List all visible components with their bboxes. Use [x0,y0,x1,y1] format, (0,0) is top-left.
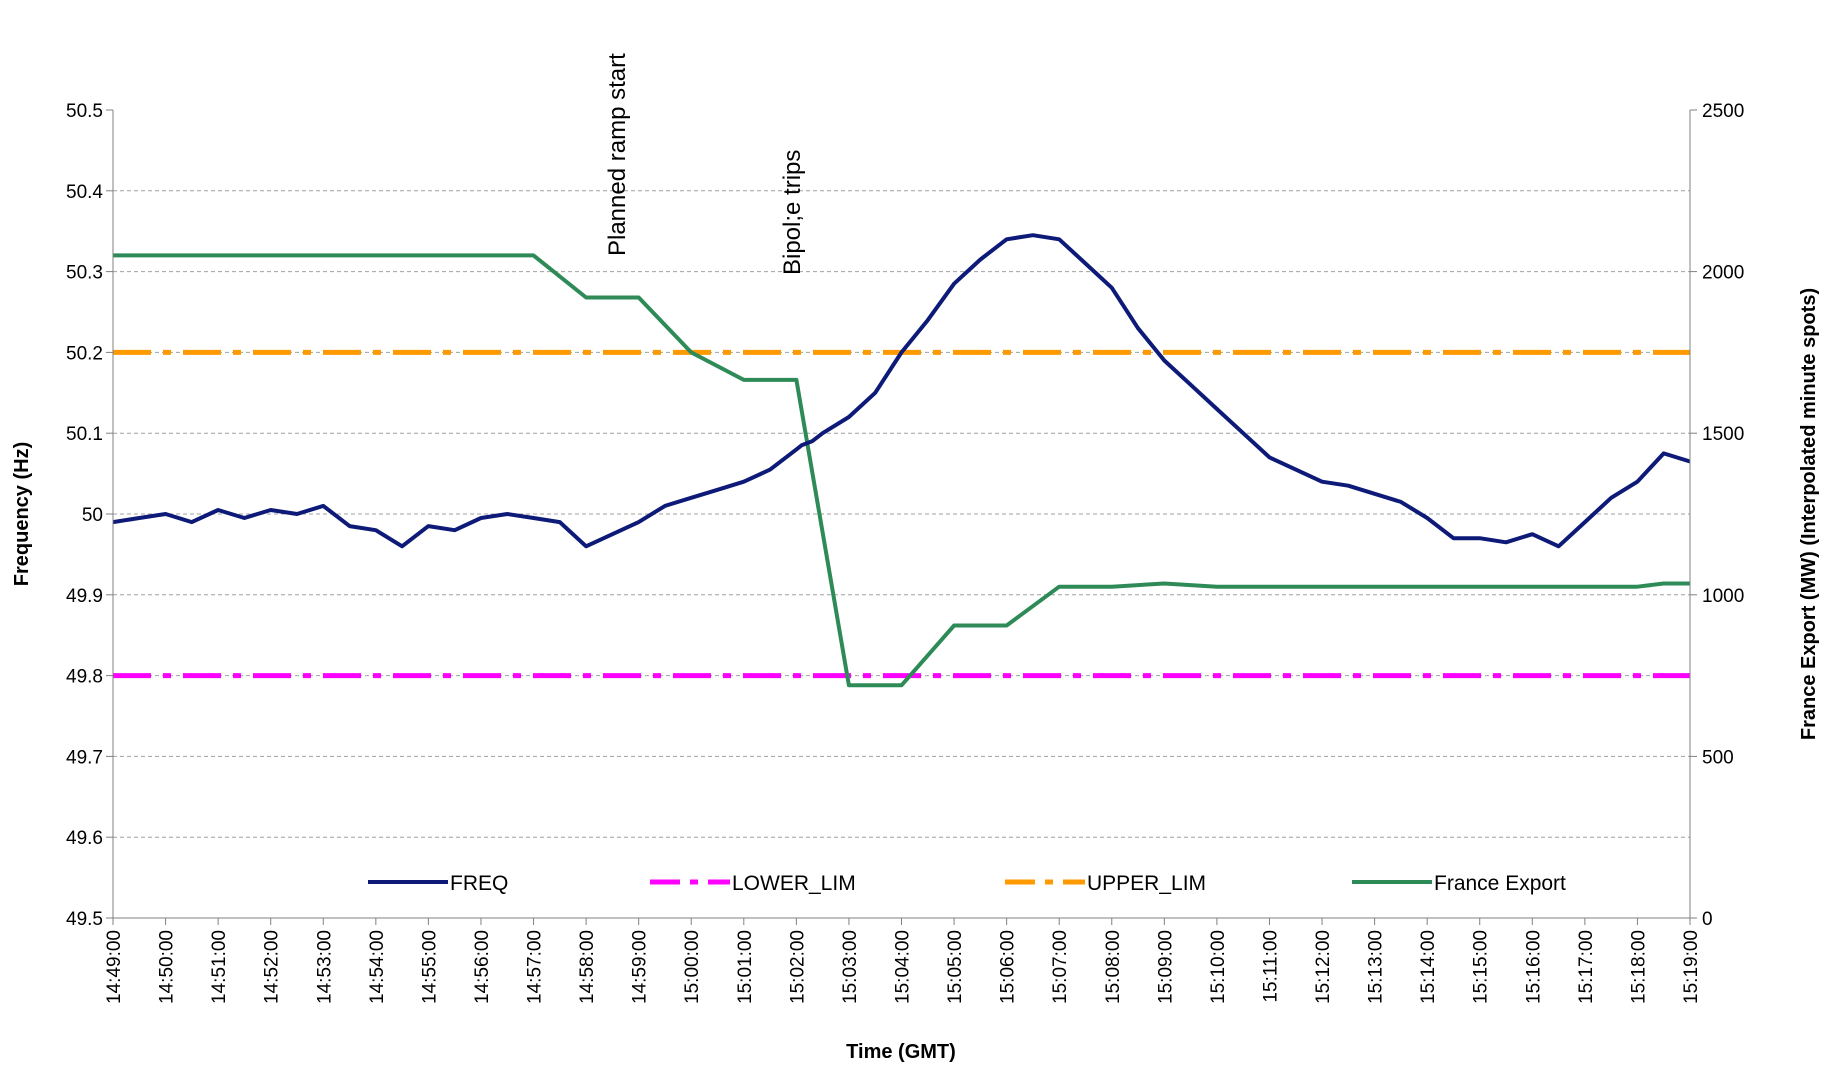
x-tick-label: 15:07:00 [1050,930,1071,1004]
x-tick-label: 15:03:00 [840,930,861,1004]
x-tick-label: 15:09:00 [1155,930,1176,1004]
x-axis-title: Time (GMT) [846,1041,956,1063]
annotation-ramp-start: Planned ramp start [604,53,631,256]
y-left-tick-label: 49.5 [66,909,103,930]
x-tick-label: 14:57:00 [525,930,546,1004]
x-tick-label: 14:54:00 [367,930,388,1004]
x-tick-label: 14:49:00 [104,930,125,1004]
y-left-tick-label: 50 [82,505,103,526]
y-right-tick-label: 500 [1702,747,1734,768]
series-freq-line [112,233,1691,549]
x-tick-label: 15:17:00 [1576,930,1597,1004]
x-tick-label: 14:53:00 [314,930,335,1004]
legend-label: France Export [1434,872,1566,895]
x-tick-label: 14:56:00 [472,930,493,1004]
y-axis-right-title: France Export (MW) (Interpolated minute … [1798,288,1820,740]
x-tick-label: 14:51:00 [209,930,230,1004]
grid-lines [113,190,1690,838]
legend-label: LOWER_LIM [732,872,856,895]
x-tick-label: 15:19:00 [1681,930,1702,1004]
series-france-export-line [113,253,1690,688]
legend-label: UPPER_LIM [1087,872,1206,895]
legend: FREQ LOWER_LIM UPPER_LIM France Export [368,872,1566,895]
x-tick-label: 15:15:00 [1471,930,1492,1004]
y-axis-left-title: Frequency (Hz) [11,442,33,586]
y-right-tick-label: 0 [1702,909,1713,930]
y-right-tick-label: 2000 [1702,263,1744,284]
y-left-tick-label: 49.8 [66,667,103,688]
x-tick-label: 15:08:00 [1103,930,1124,1004]
series-group [112,233,1691,688]
x-tick-label: 15:05:00 [945,930,966,1004]
x-tick-label: 15:13:00 [1366,930,1387,1004]
x-tick-label: 15:01:00 [735,930,756,1004]
y-right-tick-label: 2500 [1702,101,1744,122]
x-tick-label: 14:55:00 [419,930,440,1004]
x-tick-label: 14:58:00 [577,930,598,1004]
y-left-tick-label: 50.2 [66,343,103,364]
x-tick-label: 15:18:00 [1628,930,1649,1004]
x-tick-label: 15:10:00 [1208,930,1229,1004]
x-tick-label: 15:02:00 [787,930,808,1004]
x-tick-label: 15:04:00 [893,930,914,1004]
y-left-tick-label: 50.1 [66,424,103,445]
x-tick-label: 14:59:00 [630,930,651,1004]
y-left-tick-label: 50.3 [66,263,103,284]
x-tick-label: 14:50:00 [157,930,178,1004]
x-tick-label: 15:00:00 [682,930,703,1004]
y-left-tick-label: 49.9 [66,586,103,607]
x-tick-label: 15:12:00 [1313,930,1334,1004]
x-tick-label: 14:52:00 [262,930,283,1004]
annotation-bipole-trips: Bipol;e trips [779,150,806,275]
x-tick-label: 15:14:00 [1418,930,1439,1004]
y-left-tick-label: 50.5 [66,101,103,122]
y-right-tick-label: 1000 [1702,586,1744,607]
y-left-tick-label: 50.4 [66,182,103,203]
x-tick-label: 15:11:00 [1260,930,1281,1003]
tick-marks [106,109,1697,925]
x-tick-label: 15:06:00 [998,930,1019,1004]
x-tick-label: 15:16:00 [1523,930,1544,1004]
legend-label: FREQ [450,872,508,895]
y-left-tick-label: 49.6 [66,828,103,849]
tick-labels: 50.5 50.4 50.3 50.2 50.1 50 49.9 49.8 49.7 49.6 49… [66,101,1744,1004]
y-right-tick-label: 1500 [1702,424,1744,445]
y-left-tick-label: 49.7 [66,747,103,768]
